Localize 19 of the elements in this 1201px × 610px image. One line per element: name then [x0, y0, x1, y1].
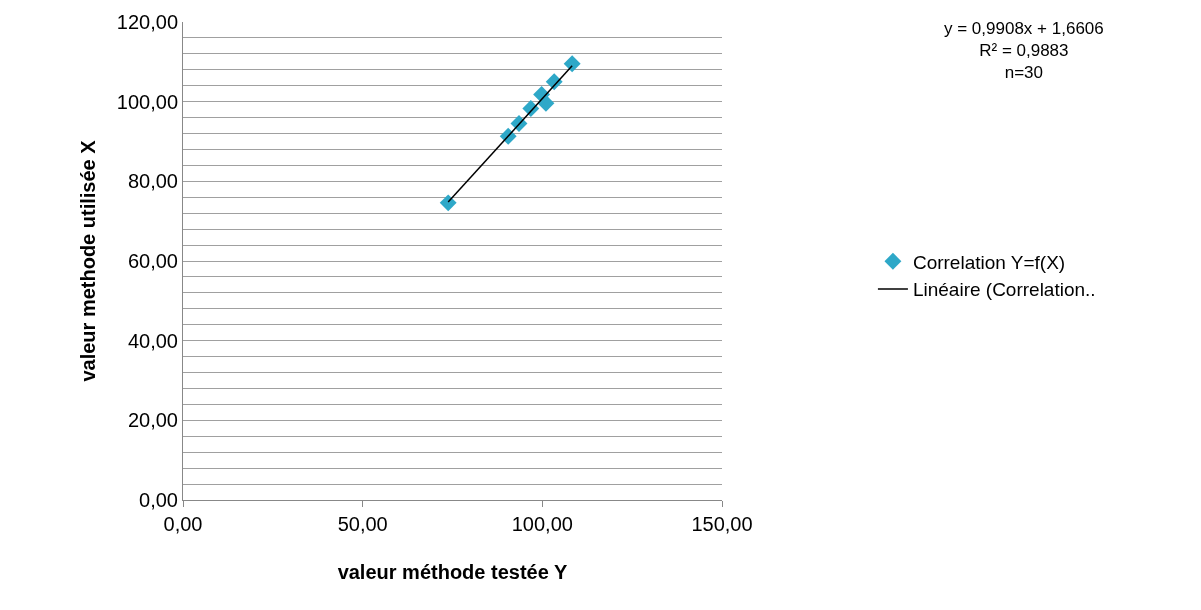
- legend-label: Linéaire (Correlation..: [912, 279, 1096, 301]
- point: [439, 194, 457, 212]
- x-tick-label: 100,00: [511, 513, 573, 535]
- point: [563, 55, 581, 73]
- y-tick-label: 80,00: [127, 170, 178, 193]
- x-axis-title: valeur méthode testée Y: [337, 560, 569, 583]
- legend-label: Correlation Y=f(X): [912, 251, 1066, 273]
- point: [537, 94, 555, 112]
- text: y = 0,9908x + 1,6606 R² = 0,9883 n=30: [944, 19, 1104, 83]
- x-tick-label: 50,00: [337, 513, 388, 535]
- y-tick-label: 120,00: [116, 11, 178, 33]
- y-axis-title: valeur methode utilisée X: [77, 139, 100, 382]
- y-tick-label: 100,00: [116, 90, 178, 113]
- y-tick-label: 0,00: [139, 489, 178, 511]
- y-tick-label: 60,00: [127, 250, 178, 272]
- x-tick-label: 0,00: [163, 513, 203, 535]
- y-tick-label: 20,00: [127, 409, 178, 432]
- y-tick-label: 40,00: [127, 329, 178, 352]
- x-tick-label: 150,00: [691, 513, 753, 535]
